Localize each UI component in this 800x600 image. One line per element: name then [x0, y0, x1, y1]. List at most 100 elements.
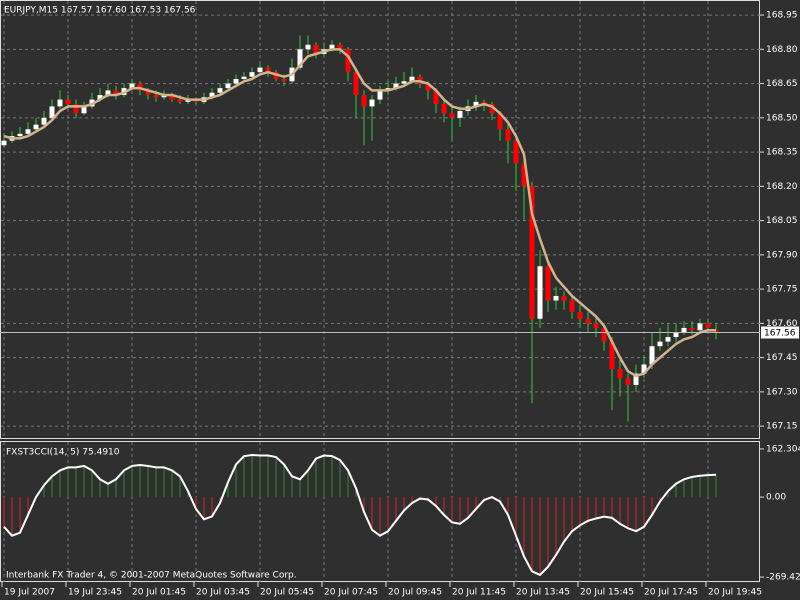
candle-body: [73, 104, 79, 114]
y-tick-label: 168.65: [766, 79, 798, 89]
chart-title: EURJPY,M15 167.57 167.60 167.53 167.56: [4, 6, 196, 16]
candle-body: [249, 72, 255, 77]
candle-body: [697, 323, 703, 331]
candle-body: [65, 99, 71, 105]
candle-body: [25, 129, 31, 134]
x-tick-label: 20 Jul 15:45: [580, 588, 634, 598]
candle-body: [625, 378, 631, 386]
candle-body: [113, 90, 119, 95]
y-tick-label: 167.30: [766, 387, 798, 397]
candle-body: [241, 76, 247, 80]
candle-body: [521, 163, 527, 187]
candle-body: [537, 266, 543, 319]
y-tick-label: 167.45: [766, 353, 798, 363]
candle-body: [97, 94, 103, 100]
moving-average: [3, 48, 716, 378]
y-tick-label: 167.75: [766, 285, 798, 295]
candle-body: [313, 44, 319, 54]
candle-body: [41, 117, 47, 125]
x-tick-label: 20 Jul 07:45: [324, 588, 378, 598]
candle-body: [673, 332, 679, 338]
footer: Interbank FX Trader 4, © 2001-2007 MetaQ…: [6, 571, 297, 581]
candle-body: [433, 90, 439, 105]
candle-body: [145, 90, 151, 95]
candle-body: [361, 94, 367, 107]
candle-body: [225, 83, 231, 89]
candle-body: [281, 79, 287, 82]
main-frame: [0, 0, 760, 439]
candle-body: [497, 113, 503, 130]
x-tick-label: 20 Jul 05:45: [260, 588, 314, 598]
candle-body: [81, 106, 87, 114]
y-tick-label: 168.80: [766, 45, 798, 55]
candle-body: [617, 369, 623, 379]
current-price-label: 167.56: [764, 328, 796, 338]
candle-body: [33, 124, 39, 130]
candle-body: [17, 133, 23, 137]
candle-body: [505, 129, 511, 141]
y-tick-label: -269.4251: [766, 573, 800, 583]
x-tick-label: 20 Jul 13:45: [516, 588, 570, 598]
candle-body: [473, 101, 479, 107]
candle-body: [665, 337, 671, 342]
candle-body: [177, 99, 183, 102]
candle-body: [553, 295, 559, 301]
candle-body: [337, 44, 343, 50]
x-tick-label: 20 Jul 01:45: [132, 588, 186, 598]
y-tick-label: 167.90: [766, 250, 798, 260]
x-tick-label: 19 Jul 2007: [4, 588, 55, 598]
candle-body: [633, 373, 639, 386]
candle-body: [257, 67, 263, 73]
candle-body: [425, 83, 431, 91]
candle-body: [569, 300, 575, 312]
candle-body: [489, 104, 495, 114]
candle-body: [513, 140, 519, 164]
x-tick-label: 19 Jul 23:45: [68, 588, 122, 598]
candle-body: [409, 76, 415, 82]
candle-body: [297, 49, 303, 68]
candle-body: [329, 44, 335, 50]
candle-body: [1, 140, 7, 146]
candle-body: [641, 364, 647, 374]
candle-body: [529, 186, 535, 319]
candle-body: [657, 341, 663, 347]
indicator-frame: [0, 441, 760, 582]
y-tick-label: 167.60: [766, 319, 798, 329]
y-tick-label: 0.00: [766, 493, 786, 503]
candle-body: [561, 295, 567, 301]
candle-body: [705, 323, 711, 328]
candle-body: [353, 72, 359, 95]
candle-body: [369, 99, 375, 107]
candle-body: [449, 113, 455, 118]
candle-body: [457, 110, 463, 118]
x-tick-label: 20 Jul 17:45: [644, 588, 698, 598]
current-price-box: [761, 326, 799, 339]
candle-body: [609, 341, 615, 370]
candle-body: [585, 318, 591, 324]
candle-body: [649, 346, 655, 365]
x-tick-label: 20 Jul 03:45: [196, 588, 250, 598]
candle-body: [57, 99, 63, 107]
candle-body: [305, 44, 311, 50]
x-tick-label: 20 Jul 11:45: [452, 588, 506, 598]
candle-body: [681, 327, 687, 333]
candle-body: [217, 88, 223, 93]
candle-body: [377, 90, 383, 100]
y-tick-label: 167.15: [766, 422, 798, 432]
y-tick-label: 168.50: [766, 113, 798, 123]
candle-body: [153, 94, 159, 98]
y-tick-label: 168.95: [766, 11, 798, 21]
candle-body: [169, 94, 175, 100]
candle-body: [233, 79, 239, 84]
candle-body: [49, 106, 55, 118]
candle-body: [105, 90, 111, 95]
y-tick-label: 168.20: [766, 182, 798, 192]
candle-body: [393, 83, 399, 89]
y-tick-label: 168.35: [766, 148, 798, 158]
candle-body: [689, 327, 695, 331]
candle-body: [209, 92, 215, 98]
candle-body: [601, 327, 607, 342]
indicator-line: [3, 453, 717, 577]
